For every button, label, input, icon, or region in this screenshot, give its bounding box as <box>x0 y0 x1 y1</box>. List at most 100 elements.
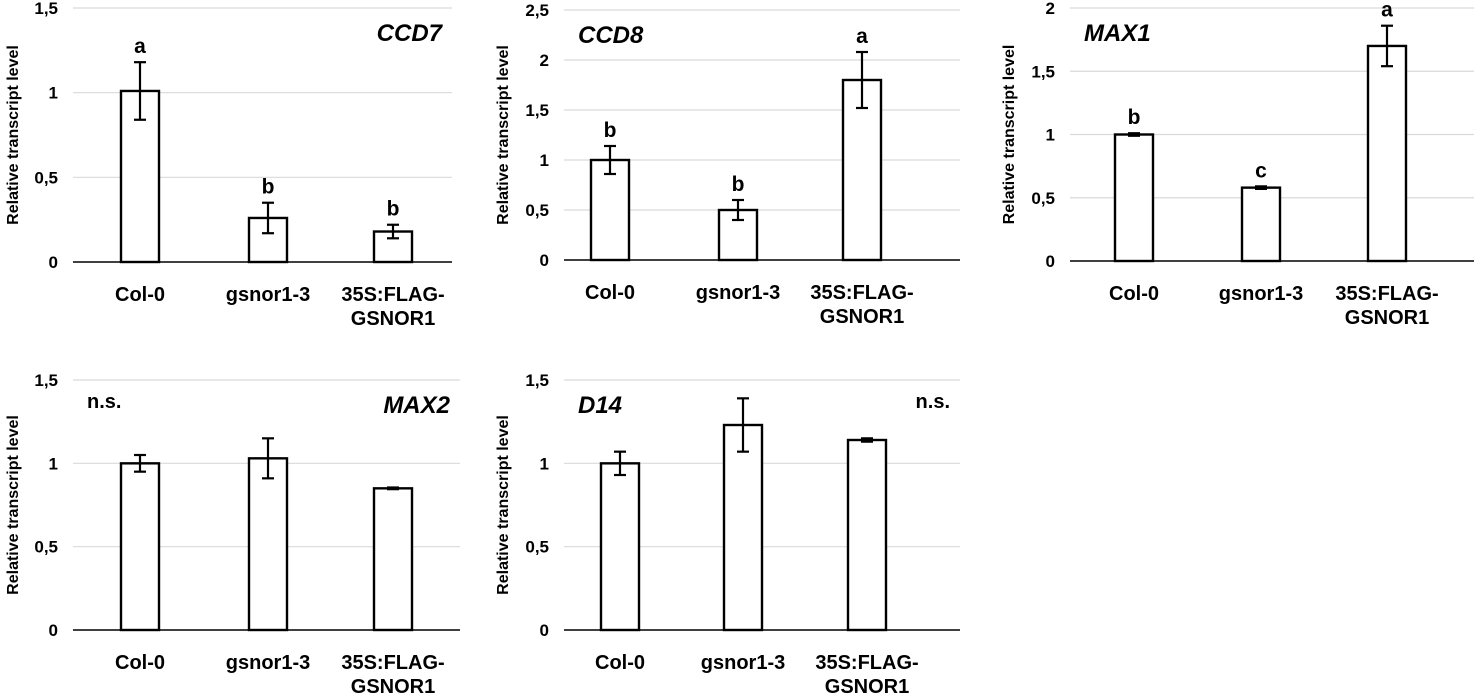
chart-max1-category-label: GSNOR1 <box>1345 307 1429 329</box>
chart-max1-ytick-label: 2 <box>1046 0 1055 18</box>
chart-max2-ytick-label: 0 <box>49 621 58 640</box>
chart-max1-category-label: 35S:FLAG- <box>1335 283 1438 305</box>
chart-max1-ytick-label: 0 <box>1046 252 1055 271</box>
chart-ccd8-significance-letter: b <box>604 119 617 142</box>
chart-d14-category-label: Col-0 <box>595 652 645 674</box>
chart-max1-category-label: gsnor1-3 <box>1219 283 1303 305</box>
chart-max2-bar <box>247 457 289 632</box>
chart-ccd7-error-bar <box>262 201 274 235</box>
chart-ccd7-ytick-label: 0 <box>49 253 58 272</box>
chart-max1-significance-letter: a <box>1381 0 1393 22</box>
chart-max1-bar <box>1113 133 1155 263</box>
chart-d14-ytick-label: 1,5 <box>525 371 549 390</box>
chart-ccd8-error-bar <box>856 50 868 110</box>
chart-ccd8-category-label: Col-0 <box>585 282 635 304</box>
chart-max1-category-label: Col-0 <box>1109 283 1159 305</box>
chart-ccd8-category-label: GSNOR1 <box>820 306 904 328</box>
chart-d14-category-label: 35S:FLAG- <box>815 652 918 674</box>
chart-d14-bar <box>846 438 888 632</box>
chart-ccd7-category-label: GSNOR1 <box>351 308 435 330</box>
chart-max1-y-axis-label: Relative transcript level <box>1001 45 1018 225</box>
chart-max2-svg: 0 0,5 1 1,5 Col-0 gsnor1-3 35S:FLAG- GSNOR1 Rela… <box>5 371 460 693</box>
chart-max2-category-label: Col-0 <box>115 652 165 674</box>
chart-ccd7-category-label: 35S:FLAG- <box>341 284 444 306</box>
chart-d14-ytick-label: 1 <box>540 454 549 473</box>
chart-max2: 0 0,5 1 1,5 Col-0 gsnor1-3 35S:FLAG- GSNOR1 Rela… <box>0 365 480 693</box>
chart-ccd8-ytick-label: 0,5 <box>525 201 549 220</box>
chart-max2-category-label: 35S:FLAG- <box>341 652 444 674</box>
chart-ccd8-significance-letter: a <box>856 25 868 48</box>
chart-ccd7: 0 0,5 1 1,5 a Col-0 b gsnor1-3 b 35S:FLAG- GSNOR1 R… <box>0 0 470 345</box>
chart-ccd7-category-label: gsnor1-3 <box>226 284 310 306</box>
chart-ccd7-bar <box>372 230 414 264</box>
chart-ccd8-svg: 0 0,5 1 1,5 2 2,5 b Col-0 b gsnor1-3 a 35S:FLAG-GSN… <box>495 1 960 328</box>
chart-ccd8-ytick-label: 1 <box>540 151 549 170</box>
chart-max1-bar <box>1240 186 1282 263</box>
chart-d14: 0 0,5 1 1,5 Col-0 gsnor1-3 35S:FLAG- GSNOR1 Rela… <box>490 365 970 693</box>
chart-ccd8-category-label: 35S:FLAG- <box>810 282 913 304</box>
chart-ccd7-error-bar <box>134 61 146 121</box>
chart-max1-title: MAX1 <box>1084 20 1151 47</box>
chart-max1-svg: 0 0,5 1 1,5 2 b Col-0 c gsnor1-3 a 35S:FLAG-GSNOR1… <box>1001 0 1474 329</box>
chart-ccd7-ytick-label: 1 <box>49 84 58 103</box>
chart-max2-title: MAX2 <box>383 392 450 419</box>
chart-ccd7-category-label: Col-0 <box>115 284 165 306</box>
chart-max1: 0 0,5 1 1,5 2 b Col-0 c gsnor1-3 a 35S:FLAG- GSNOR1… <box>996 0 1476 345</box>
chart-ccd7-significance-letter: b <box>262 176 275 199</box>
chart-ccd7-ytick-label: 0,5 <box>34 168 58 187</box>
chart-d14-category-label: gsnor1-3 <box>701 652 785 674</box>
chart-max1-bar <box>1366 44 1408 263</box>
chart-d14-error-bar <box>614 450 626 477</box>
chart-d14-error-bar <box>861 437 873 443</box>
chart-ccd8-title: CCD8 <box>578 22 644 49</box>
chart-d14-annotation: n.s. <box>916 391 950 413</box>
chart-max1-ytick-label: 1 <box>1046 126 1055 145</box>
chart-ccd8-bar <box>589 158 631 262</box>
chart-max1-error-bar <box>1128 132 1140 137</box>
chart-ccd8-category-label: gsnor1-3 <box>696 282 780 304</box>
chart-max1-ytick-label: 1,5 <box>1031 62 1055 81</box>
chart-d14-svg: 0 0,5 1 1,5 Col-0 gsnor1-3 35S:FLAG- GSNOR1 Rela… <box>495 371 960 693</box>
chart-d14-error-bar <box>737 397 749 453</box>
chart-max2-category-label: gsnor1-3 <box>226 652 310 674</box>
chart-ccd8-ytick-label: 2,5 <box>525 1 549 20</box>
chart-max2-category-label: GSNOR1 <box>351 676 435 693</box>
chart-d14-category-label: GSNOR1 <box>825 676 909 693</box>
chart-ccd8-error-bar <box>604 144 616 176</box>
chart-max1-significance-letter: c <box>1255 159 1267 182</box>
chart-ccd7-svg: 0 0,5 1 1,5 a Col-0 b gsnor1-3 b 35S:FLAG-GSNOR1 R… <box>5 0 452 330</box>
chart-max1-error-bar <box>1255 185 1267 190</box>
chart-ccd8-significance-letter: b <box>732 173 745 196</box>
chart-max2-error-bar <box>134 453 146 473</box>
chart-ccd7-title: CCD7 <box>377 20 444 47</box>
chart-max2-ytick-label: 0,5 <box>34 538 58 557</box>
chart-d14-y-axis-label: Relative transcript level <box>495 415 512 595</box>
chart-ccd8-ytick-label: 1,5 <box>525 101 549 120</box>
chart-d14-bar <box>599 462 641 632</box>
chart-ccd7-y-axis-label: Relative transcript level <box>5 45 22 225</box>
chart-d14-title: D14 <box>578 392 622 419</box>
chart-max1-ytick-label: 0,5 <box>1031 189 1055 208</box>
chart-max2-ytick-label: 1,5 <box>34 371 58 390</box>
chart-ccd8-error-bar <box>732 198 744 222</box>
chart-max2-error-bar <box>387 486 399 491</box>
chart-max2-bar <box>372 487 414 632</box>
chart-max2-error-bar <box>262 437 274 480</box>
chart-ccd7-significance-letter: a <box>134 35 146 58</box>
chart-max2-bar <box>119 462 161 632</box>
chart-max1-significance-letter: b <box>1128 106 1141 129</box>
chart-max2-annotation: n.s. <box>87 391 121 413</box>
chart-ccd7-error-bar <box>387 223 399 240</box>
chart-d14-ytick-label: 0,5 <box>525 538 549 557</box>
chart-ccd8: 0 0,5 1 1,5 2 2,5 b Col-0 b gsnor1-3 a 35S:FLAG- GSN… <box>490 0 970 345</box>
chart-ccd8-ytick-label: 2 <box>540 51 549 70</box>
chart-ccd7-significance-letter: b <box>387 198 400 221</box>
chart-max1-error-bar <box>1381 24 1393 68</box>
chart-max2-ytick-label: 1 <box>49 454 58 473</box>
chart-ccd8-y-axis-label: Relative transcript level <box>495 45 512 225</box>
chart-ccd8-ytick-label: 0 <box>540 251 549 270</box>
chart-ccd7-ytick-label: 1,5 <box>34 0 58 18</box>
chart-d14-ytick-label: 0 <box>540 621 549 640</box>
chart-d14-bar <box>722 423 764 632</box>
chart-max2-y-axis-label: Relative transcript level <box>5 415 22 595</box>
